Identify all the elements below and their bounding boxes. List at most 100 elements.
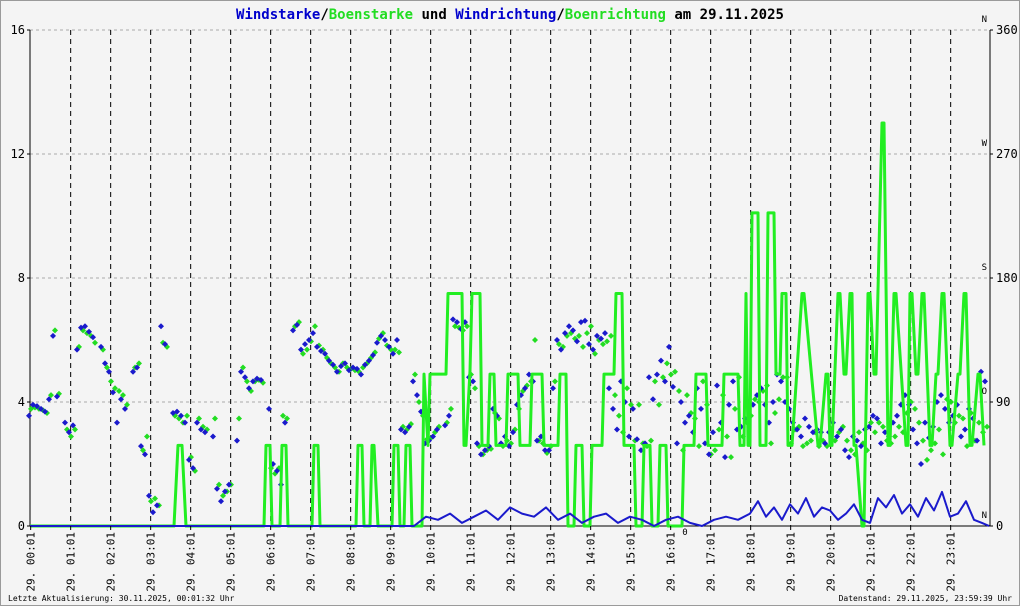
- y-tick-label: 0: [18, 519, 25, 533]
- direction-point: [104, 364, 110, 371]
- direction-point: [370, 352, 376, 359]
- y-tick-label: 4: [18, 395, 25, 409]
- direction-point: [696, 443, 702, 450]
- direction-point: [118, 396, 124, 403]
- direction-point: [310, 330, 316, 337]
- direction-point: [430, 433, 436, 440]
- direction-point: [600, 341, 606, 348]
- direction-point: [326, 357, 332, 364]
- direction-point: [562, 330, 568, 337]
- direction-point: [868, 419, 874, 426]
- direction-point: [318, 348, 324, 355]
- direction-point: [854, 437, 860, 444]
- direction-point: [342, 360, 348, 367]
- direction-point: [218, 498, 224, 505]
- direction-point: [654, 371, 660, 378]
- direction-point: [752, 396, 758, 403]
- direction-point: [246, 385, 252, 392]
- x-tick-label: 29. 12:01: [505, 532, 518, 592]
- x-tick-label: 29. 10:01: [425, 532, 438, 592]
- y2-direction-label: O: [982, 387, 987, 397]
- direction-point: [546, 447, 552, 454]
- x-tick-label: 29. 01:01: [65, 532, 78, 592]
- direction-point: [732, 405, 738, 412]
- direction-point: [392, 346, 398, 353]
- direction-point: [684, 392, 690, 399]
- direction-point: [38, 405, 44, 412]
- direction-point: [648, 437, 654, 444]
- direction-point: [606, 385, 612, 392]
- direction-point: [178, 412, 184, 419]
- title-part-4: Windrichtung: [455, 7, 556, 23]
- direction-point: [454, 319, 460, 326]
- direction-point: [894, 412, 900, 419]
- direction-point: [974, 437, 980, 444]
- direction-point: [928, 447, 934, 454]
- direction-point: [304, 346, 310, 353]
- x-tick-label: 29. 18:01: [745, 532, 758, 592]
- direction-point: [390, 350, 396, 357]
- direction-point: [866, 423, 872, 430]
- direction-point: [778, 378, 784, 385]
- direction-point: [210, 433, 216, 440]
- direction-point: [656, 401, 662, 408]
- direction-point: [598, 335, 604, 342]
- y2-tick-label: 0: [996, 519, 1003, 533]
- direction-point: [144, 433, 150, 440]
- direction-point: [768, 440, 774, 447]
- direction-point: [312, 323, 318, 330]
- direction-point: [802, 415, 808, 422]
- direction-point: [322, 350, 328, 357]
- direction-point: [446, 412, 452, 419]
- direction-point: [190, 465, 196, 472]
- direction-point: [202, 429, 208, 436]
- y2-direction-label: N: [982, 511, 987, 521]
- direction-point: [976, 419, 982, 426]
- direction-point: [552, 378, 558, 385]
- y2-tick-label: 270: [996, 147, 1018, 161]
- direction-point: [856, 429, 862, 436]
- direction-point: [300, 350, 306, 357]
- direction-point: [346, 367, 352, 374]
- chart-title: Windstarke/Boenstarke und Windrichtung/B…: [236, 7, 784, 23]
- direction-point: [810, 429, 816, 436]
- direction-point: [608, 332, 614, 339]
- direction-point: [154, 502, 160, 509]
- direction-point: [86, 328, 92, 335]
- direction-point: [770, 399, 776, 405]
- title-part-2: Boenstarke: [329, 7, 413, 23]
- direction-point: [416, 399, 422, 405]
- direction-point: [716, 426, 722, 433]
- y2-direction-label: N: [982, 15, 987, 25]
- direction-point: [808, 437, 814, 444]
- direction-point: [378, 332, 384, 339]
- wind-direction-series: [26, 316, 988, 516]
- direction-point: [216, 481, 222, 488]
- x-tick-label: 29. 07:01: [305, 532, 318, 592]
- direction-point: [142, 451, 148, 458]
- direction-point: [90, 334, 96, 341]
- wind-speed-series: [30, 490, 990, 527]
- direction-point: [124, 401, 130, 408]
- direction-point: [604, 338, 610, 345]
- direction-point: [678, 399, 684, 405]
- direction-point: [222, 488, 228, 495]
- direction-point: [184, 412, 190, 419]
- direction-point: [34, 403, 40, 410]
- direction-point: [668, 371, 674, 378]
- direction-point: [532, 337, 538, 343]
- direction-point: [848, 447, 854, 454]
- y2-tick-label: 90: [996, 395, 1010, 409]
- series-line: [30, 490, 990, 527]
- title-part-3: und: [413, 7, 455, 23]
- direction-point: [258, 376, 264, 383]
- direction-point: [958, 433, 964, 440]
- direction-point: [150, 509, 156, 516]
- direction-point: [592, 350, 598, 357]
- direction-point: [46, 396, 52, 403]
- x-tick-label: 29. 22:01: [905, 532, 918, 592]
- direction-point: [412, 371, 418, 378]
- direction-point: [240, 364, 246, 371]
- x-tick-label: 29. 03:01: [145, 532, 158, 592]
